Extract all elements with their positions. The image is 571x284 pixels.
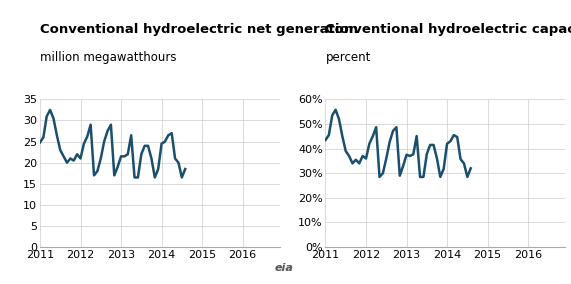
Text: percent: percent — [325, 51, 371, 64]
Text: Conventional hydroelectric net generation: Conventional hydroelectric net generatio… — [40, 23, 358, 36]
Text: eia: eia — [274, 263, 293, 273]
Text: million megawatthours: million megawatthours — [40, 51, 176, 64]
Text: Conventional hydroelectric capacity factors: Conventional hydroelectric capacity fact… — [325, 23, 571, 36]
